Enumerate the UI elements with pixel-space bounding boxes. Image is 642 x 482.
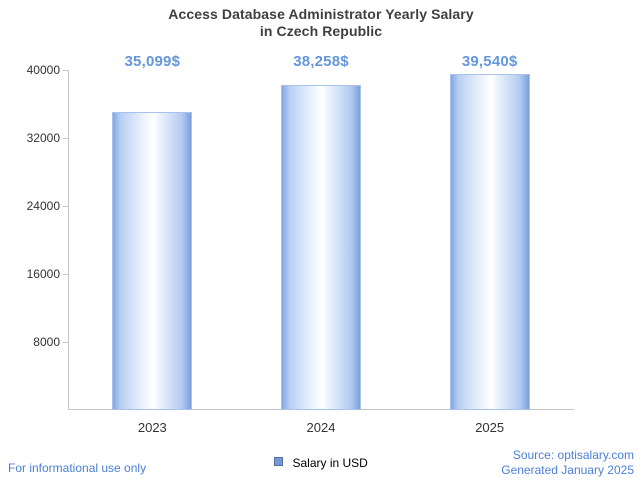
bar-2024 bbox=[281, 84, 361, 410]
y-axis-tick-label: 32000 bbox=[26, 131, 60, 145]
bar-value-label: 35,099$ bbox=[124, 53, 181, 70]
y-axis-tick-label: 24000 bbox=[26, 199, 60, 213]
footer-source: Source: optisalary.com bbox=[512, 448, 634, 462]
chart-title: Access Database Administrator Yearly Sal… bbox=[0, 6, 642, 40]
x-axis-category-label: 2023 bbox=[137, 420, 167, 435]
x-axis-category-label: 2024 bbox=[306, 420, 336, 435]
y-axis-tick-mark bbox=[63, 70, 68, 71]
y-axis-tick-mark bbox=[63, 274, 68, 275]
footer-generated: Generated January 2025 bbox=[501, 463, 634, 477]
chart-title-line-1: Access Database Administrator Yearly Sal… bbox=[168, 6, 474, 22]
footer-disclaimer: For informational use only bbox=[8, 461, 147, 475]
x-axis-category-label: 2025 bbox=[475, 420, 505, 435]
bar-value-label: 38,258$ bbox=[293, 53, 349, 70]
y-axis-tick-label: 40000 bbox=[26, 63, 60, 77]
bar-value-label: 39,540$ bbox=[461, 53, 518, 70]
legend: Salary in USD bbox=[0, 455, 642, 470]
y-axis-tick-label: 16000 bbox=[26, 267, 60, 281]
y-axis-tick-mark bbox=[63, 138, 68, 139]
legend-color-swatch-icon bbox=[274, 457, 284, 467]
legend-label: Salary in USD bbox=[292, 455, 368, 470]
y-axis-tick-label: 8000 bbox=[33, 335, 60, 349]
y-axis-tick-mark bbox=[63, 206, 68, 207]
chart-title-line-2: in Czech Republic bbox=[259, 23, 383, 39]
bar-2025 bbox=[449, 73, 530, 410]
footer-attribution: Source: optisalary.com Generated January… bbox=[501, 448, 634, 478]
bar-2023 bbox=[112, 111, 193, 410]
y-axis-tick-mark bbox=[63, 342, 68, 343]
